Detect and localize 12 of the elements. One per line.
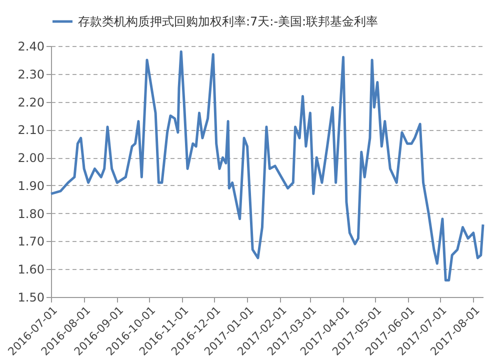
y-tick-label: 2.10 bbox=[18, 123, 44, 138]
y-tick-label: 1.50 bbox=[18, 290, 44, 304]
legend-label: 存款类机构质押式回购加权利率:7天:-美国:联邦基金利率 bbox=[78, 14, 378, 28]
y-tick-label: 1.70 bbox=[18, 234, 44, 249]
y-tick-label: 2.30 bbox=[18, 67, 44, 82]
y-tick-label: 1.90 bbox=[18, 178, 44, 193]
y-tick-label: 2.40 bbox=[18, 40, 44, 54]
y-tick-label: 2.00 bbox=[18, 151, 44, 166]
line-series bbox=[50, 50, 484, 282]
y-tick-label: 1.80 bbox=[18, 206, 44, 221]
y-tick-label: 2.20 bbox=[18, 95, 44, 110]
y-tick-label: 1.60 bbox=[18, 262, 44, 277]
